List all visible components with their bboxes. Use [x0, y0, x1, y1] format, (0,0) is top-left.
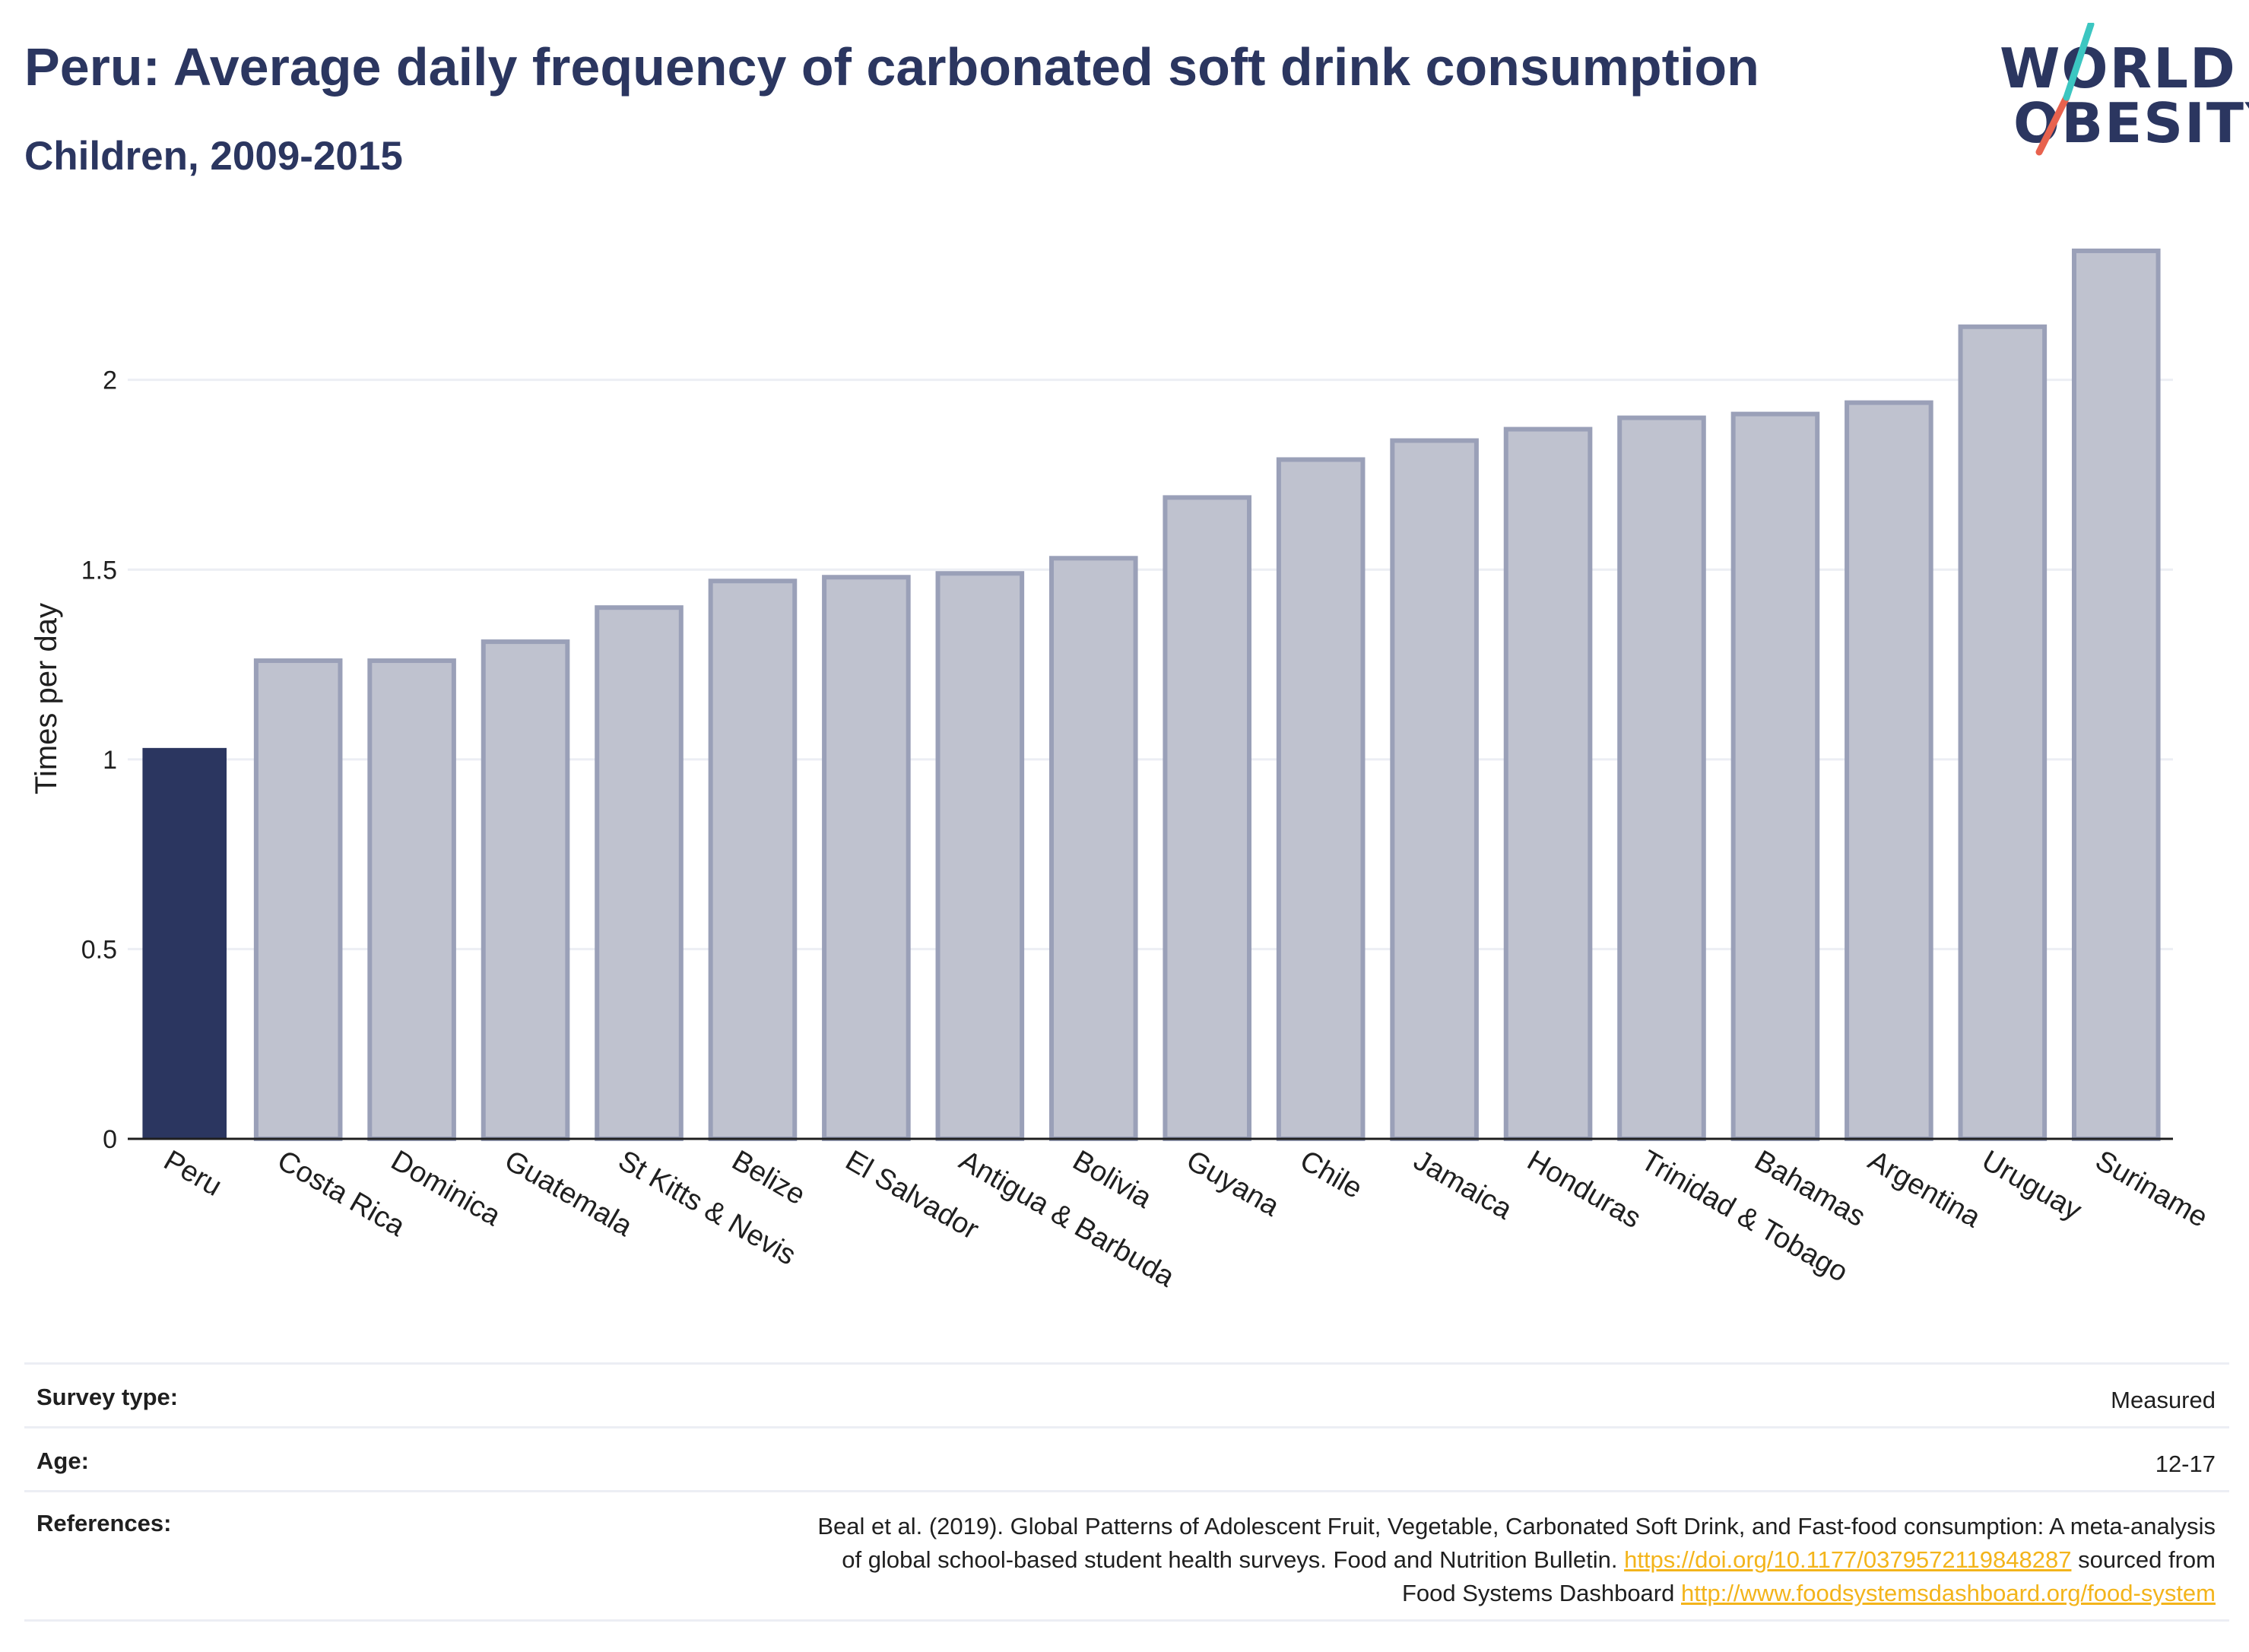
bar — [1390, 438, 1479, 1141]
references-line-1: Beal et al. (2019). Global Patterns of A… — [817, 1513, 2216, 1539]
x-tick-label: Guyana — [1181, 1144, 1285, 1222]
bar — [1845, 400, 1933, 1141]
survey-type-label: Survey type: — [36, 1384, 179, 1410]
meta-divider-top — [24, 1362, 2229, 1365]
bar — [2071, 248, 2161, 1142]
logo-slash-icon — [2035, 23, 2095, 156]
bar — [1048, 556, 1138, 1141]
x-tick-label: Uruguay — [1976, 1144, 2086, 1226]
bar — [367, 658, 456, 1141]
x-tick-label: Trinidad & Tobago — [1635, 1144, 1853, 1289]
x-tick-label: Argentina — [1863, 1144, 1987, 1234]
x-tick-label: Belize — [726, 1144, 810, 1211]
food-systems-link[interactable]: http://www.foodsystemsdashboard.org/food… — [1681, 1580, 2216, 1606]
bar — [1163, 495, 1252, 1141]
meta-divider-bottom — [24, 1619, 2229, 1622]
y-tick-label: 2 — [103, 366, 117, 395]
bar — [708, 579, 798, 1141]
references-line-3: Food Systems Dashboard http://www.foodsy… — [817, 1577, 2216, 1610]
references-line-2a: of global school-based student health su… — [842, 1546, 1618, 1573]
logo-word-world: WORLD — [2000, 36, 2237, 100]
bar — [935, 571, 1025, 1141]
references-text: Beal et al. (2019). Global Patterns of A… — [817, 1510, 2216, 1610]
bar — [253, 658, 343, 1141]
bar — [1503, 426, 1593, 1141]
y-axis-title: Times per day — [30, 603, 63, 794]
references-line-3a: Food Systems Dashboard — [1401, 1580, 1675, 1606]
x-tick-label: Peru — [158, 1144, 227, 1203]
references-line-2b: sourced from — [2078, 1546, 2216, 1573]
bar — [822, 575, 911, 1141]
bar — [1617, 415, 1706, 1141]
chart-subtitle: Children, 2009-2015 — [24, 134, 403, 179]
references-label: References: — [36, 1510, 172, 1536]
x-tick-label: Suriname — [2090, 1144, 2213, 1234]
x-tick-label: Honduras — [1522, 1144, 1647, 1235]
age-value: 12-17 — [2155, 1451, 2216, 1477]
x-tick-label: Chile — [1295, 1144, 1368, 1205]
meta-row-references: References: Beal et al. (2019). Global P… — [24, 1510, 2229, 1616]
y-tick-label: 1 — [103, 746, 117, 775]
x-tick-label: Guatemala — [500, 1144, 639, 1243]
chart-title: Peru: Average daily frequency of carbona… — [24, 37, 1759, 97]
bar — [1958, 324, 2048, 1141]
meta-divider-1 — [24, 1426, 2229, 1428]
survey-type-value: Measured — [2111, 1387, 2216, 1413]
doi-link[interactable]: https://doi.org/10.1177/0379572119848287 — [1624, 1546, 2072, 1573]
bar — [1276, 457, 1366, 1141]
age-label: Age: — [36, 1447, 89, 1474]
meta-row-survey-type: Survey type: Measured — [24, 1384, 2229, 1422]
y-tick-label: 0 — [103, 1125, 117, 1154]
x-tick-label: Bolivia — [1067, 1144, 1158, 1215]
bar — [1730, 411, 1820, 1141]
x-tick-label: Costa Rica — [272, 1144, 411, 1243]
meta-divider-2 — [24, 1490, 2229, 1492]
x-tick-label: Jamaica — [1408, 1144, 1518, 1226]
bar — [595, 605, 684, 1141]
references-line-2: of global school-based student health su… — [817, 1543, 2216, 1577]
bar — [142, 747, 227, 1139]
meta-row-age: Age: 12-17 — [24, 1447, 2229, 1486]
bar — [481, 639, 570, 1141]
x-tick-label: Antigua & Barbuda — [953, 1144, 1180, 1293]
y-tick-label: 0.5 — [81, 935, 117, 964]
y-tick-label: 1.5 — [81, 556, 117, 585]
world-obesity-logo: WORLD OBESITY — [1977, 23, 2249, 160]
